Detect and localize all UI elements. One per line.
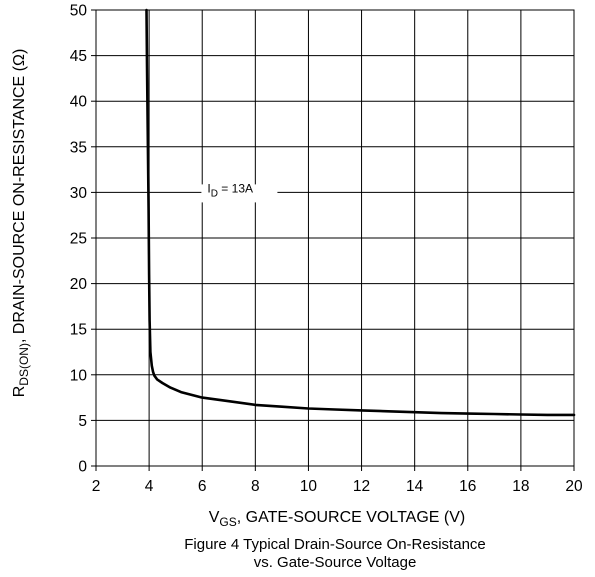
- y-axis-title-rest: , DRAIN-SOURCE ON-RESISTANCE (Ω): [11, 49, 28, 343]
- x-tick-label: 18: [512, 478, 529, 495]
- series-line: [145, 8, 576, 417]
- annotation-main: I: [207, 181, 210, 195]
- x-tick-label: 12: [353, 478, 370, 495]
- figure-caption-line1: Figure 4 Typical Drain-Source On-Resista…: [184, 536, 486, 553]
- x-tick-label: 6: [198, 478, 207, 495]
- y-tick-label: 35: [70, 139, 87, 156]
- annotation-background: [201, 184, 278, 203]
- x-tick-label: 8: [251, 478, 260, 495]
- y-tick-label: 20: [70, 276, 88, 293]
- grid: [91, 9, 575, 471]
- plot-frame: [95, 9, 575, 467]
- figure-caption-line2: vs. Gate-Source Voltage: [253, 554, 417, 571]
- annotation-label: ID = 13A: [207, 181, 253, 199]
- y-tick-label: 50: [70, 3, 88, 20]
- x-tick-label: 16: [459, 478, 476, 495]
- y-tick-label: 45: [70, 48, 87, 65]
- y-tick-label: 5: [78, 413, 87, 430]
- annotation-layer: ID = 13A: [201, 181, 278, 203]
- y-tick-label: 25: [70, 231, 87, 248]
- y-tick-label: 10: [70, 367, 88, 384]
- x-tick-label: 4: [145, 478, 154, 495]
- y-tick-label: 0: [78, 459, 87, 476]
- x-axis-title-subscript: GS: [219, 515, 236, 529]
- y-axis-title-main: R: [11, 386, 28, 398]
- x-tick-label: 14: [406, 478, 424, 495]
- x-tick-label: 20: [565, 478, 583, 495]
- x-tick-label: 10: [300, 478, 318, 495]
- series-layer: [145, 8, 576, 417]
- x-axis-title-main: V: [209, 509, 220, 526]
- x-axis-title-rest: , GATE-SOURCE VOLTAGE (V): [237, 509, 465, 526]
- y-tick-label: 15: [70, 322, 87, 339]
- annotation-subscript: D: [211, 188, 218, 199]
- y-axis-title: RDS(ON), DRAIN-SOURCE ON-RESISTANCE (Ω): [11, 49, 31, 398]
- annotation-rest: = 13A: [218, 181, 253, 195]
- y-axis-title-subscript: DS(ON): [17, 343, 31, 386]
- tick-labels: 2 4 6 8 10 12 14 16 18 20 0 5 10 15 20 25 30 35 40 45 50: [70, 3, 583, 496]
- y-tick-label: 30: [70, 185, 88, 202]
- x-axis-title: VGS, GATE-SOURCE VOLTAGE (V): [209, 509, 465, 529]
- x-tick-label: 2: [92, 478, 101, 495]
- y-tick-label: 40: [70, 94, 88, 111]
